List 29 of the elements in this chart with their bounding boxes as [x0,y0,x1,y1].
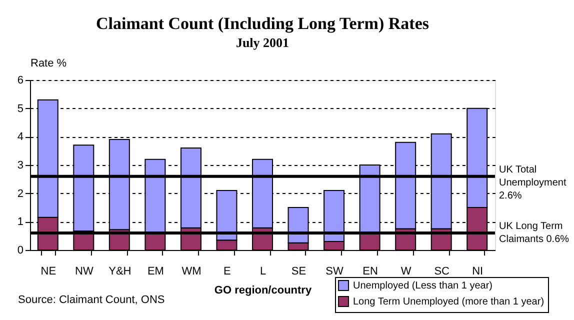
x-tick-label: SW [326,266,344,278]
x-tick-label: NE [40,266,56,278]
x-axis-title: GO region/country [214,284,312,296]
legend-label: Unemployed (Less than 1 year) [353,280,493,292]
y-tick-label: 2 [17,188,24,200]
x-tick-label: SC [434,266,450,278]
x-tick-label: EN [362,266,378,278]
y-tick-label: 6 [17,74,24,86]
y-tick-label: 0 [17,244,24,256]
x-tick-label: L [260,266,266,278]
y-tick-label: 4 [17,131,24,144]
chart-title: Claimant Count (Including Long Term) Rates [96,14,430,33]
x-tick-label: E [224,266,231,278]
x-tick-label: W [400,266,412,278]
x-tick-label: Y&H [108,266,132,278]
y-tick-label: 3 [17,160,24,172]
source-note: Source: Claimant Count, ONS [18,294,165,306]
chart-subtitle: July 2001 [236,35,290,50]
ref-line-label: UK Total Unemployment 2.6% [499,164,566,202]
legend-label: Long Term Unemployed (more than 1 year) [353,296,544,308]
y-tick-label: 5 [17,102,24,115]
x-tick-label: WM [182,266,202,278]
x-tick-label: NI [472,266,484,278]
ref-line-label: UK Long Term Claimants 0.6% [499,221,570,245]
y-axis-title: Rate % [30,58,67,70]
y-tick-label: 1 [17,216,24,228]
x-tick-label: SE [291,266,306,278]
x-tick-label: NW [74,266,94,278]
x-tick-label: EM [147,266,164,278]
